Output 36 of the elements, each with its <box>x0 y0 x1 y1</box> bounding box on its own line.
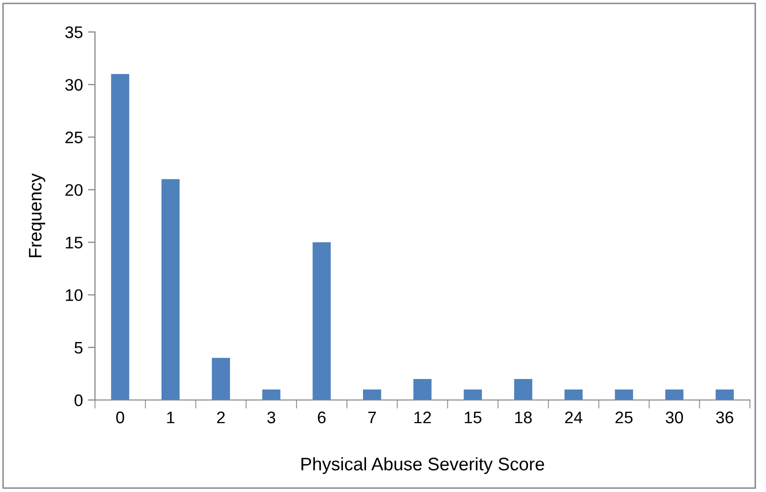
bar <box>514 378 532 400</box>
y-tick-label: 20 <box>65 184 83 196</box>
y-tick-label: 10 <box>66 289 83 302</box>
x-axis-title: Physical Abuse Severity Score <box>302 457 544 474</box>
x-tick-label: 12 <box>414 412 431 424</box>
bar <box>161 179 180 400</box>
y-tick-label: 15 <box>66 236 82 248</box>
y-tick-label: 30 <box>65 78 83 91</box>
y-tick-label: 5 <box>74 342 82 354</box>
bar <box>665 389 684 400</box>
bar <box>464 389 482 400</box>
x-tick-label: 2 <box>217 412 225 424</box>
x-tick-label: 15 <box>464 412 482 424</box>
bar <box>413 378 432 400</box>
bar <box>312 242 331 400</box>
y-tick-label: 0 <box>74 394 83 406</box>
bar <box>716 389 734 400</box>
bar <box>111 74 130 400</box>
x-tick-label: 24 <box>565 412 582 424</box>
bar <box>363 389 382 400</box>
x-tick-label: 30 <box>666 412 683 424</box>
y-tick-label: 35 <box>65 26 82 38</box>
x-tick-label: 1 <box>167 412 174 424</box>
x-tick-label: 25 <box>616 412 633 424</box>
y-tick-label: 25 <box>65 132 82 144</box>
x-tick-label: 0 <box>116 412 124 424</box>
y-axis-title: Frequency <box>29 173 46 258</box>
x-tick-label: 18 <box>515 412 532 424</box>
x-tick-label: 7 <box>368 412 376 424</box>
x-tick-label: 3 <box>267 412 276 424</box>
bar <box>614 389 634 400</box>
x-tick-label: 6 <box>318 412 326 424</box>
x-tick-label: 36 <box>716 412 734 424</box>
bar <box>564 389 583 400</box>
bar <box>262 389 280 400</box>
bar <box>212 358 230 400</box>
